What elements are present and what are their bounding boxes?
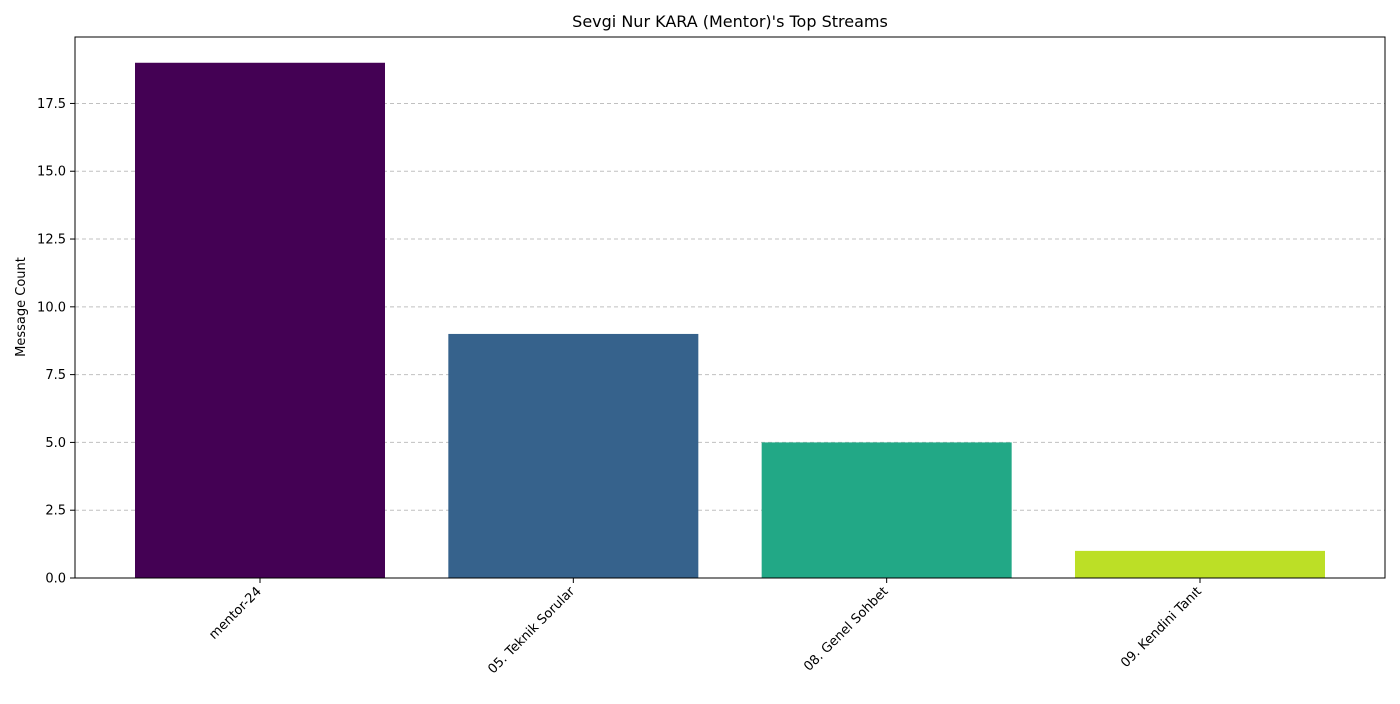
bars <box>135 62 1325 579</box>
y-tick-label: 17.5 <box>37 97 66 112</box>
bar-2 <box>448 333 699 578</box>
bar-1 <box>135 62 385 579</box>
x-tick-label: 08. Genel Sohbet <box>801 584 891 674</box>
y-tick-label: 15.0 <box>37 165 66 180</box>
axes <box>74 36 1386 579</box>
x-tick-label: mentor-24 <box>206 584 264 642</box>
y-tick-label: 5.0 <box>45 436 66 451</box>
y-tick-label: 2.5 <box>45 504 66 519</box>
plot-frame <box>74 36 1386 579</box>
bar-4 <box>1074 550 1325 578</box>
y-axis-label: Message Count <box>14 257 29 357</box>
chart-title: Sevgi Nur KARA (Mentor)'s Top Streams <box>572 12 888 31</box>
bar-3 <box>761 442 1012 578</box>
y-tick-label: 12.5 <box>37 233 66 248</box>
y-tick-label: 7.5 <box>45 368 66 383</box>
y-tick-label: 10.0 <box>37 300 66 315</box>
x-tick-label: 09. Kendini Tanıt <box>1118 584 1205 671</box>
x-tick-label: 05. Teknik Sorular <box>485 584 578 677</box>
y-tick-label: 0.0 <box>45 572 66 587</box>
